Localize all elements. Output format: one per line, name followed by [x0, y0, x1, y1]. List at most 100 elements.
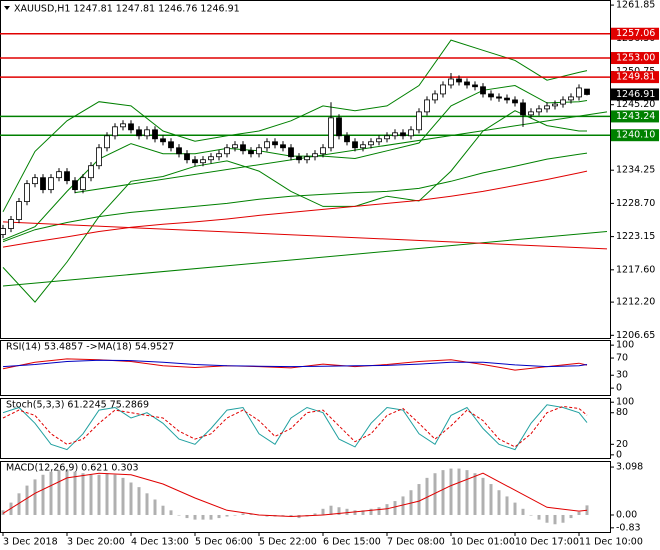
histogram-bar [337, 507, 341, 515]
candle-body [352, 141, 358, 149]
candle-body [312, 153, 318, 158]
candle-body [64, 171, 70, 182]
candle-body [512, 99, 518, 104]
candle-body [392, 132, 398, 137]
y-tick-label: 70 [616, 353, 628, 364]
histogram-bar [345, 508, 349, 515]
candle-body [120, 123, 126, 128]
candle-body [488, 93, 494, 98]
x-tick-label: 10 Dec 01:00 [451, 537, 515, 548]
candle-body [376, 138, 382, 143]
histogram-bar [185, 514, 189, 519]
histogram-bar [241, 513, 245, 515]
candle-body [360, 144, 366, 149]
histogram-bar [537, 514, 541, 520]
candle-body [496, 96, 502, 99]
candle-body [208, 156, 214, 161]
histogram-bar [313, 513, 317, 515]
candle-body [448, 78, 454, 86]
x-tick-label: 11 Dec 10:00 [579, 537, 643, 548]
y-tick-label: 100 [616, 340, 634, 351]
histogram-bar [457, 468, 461, 515]
panel-frame [0, 398, 611, 459]
candle-body [584, 88, 590, 95]
histogram-bar [201, 514, 205, 520]
candle-body [440, 84, 446, 95]
histogram-bar [441, 470, 445, 515]
histogram-bar [465, 470, 469, 515]
histogram-bar [353, 510, 357, 515]
histogram-bar [105, 473, 109, 515]
histogram-bar [65, 470, 69, 515]
histogram-bar [529, 514, 533, 516]
histogram-bar [321, 508, 325, 515]
y-tick-label: 1217.60 [616, 264, 655, 275]
candle-body [24, 183, 30, 203]
candle-body [48, 177, 54, 191]
y-tick-label: 1212.20 [616, 297, 655, 308]
y-tick-label: 1261.85 [616, 0, 655, 11]
candle-body [112, 126, 118, 137]
candle-body [560, 99, 566, 105]
indicator-line [2, 405, 588, 448]
histogram-bar [89, 474, 93, 515]
candle-body [432, 93, 438, 101]
indicator-line [74, 111, 608, 194]
indicator-line [2, 472, 588, 518]
histogram-bar [577, 511, 581, 515]
candle-body [568, 96, 574, 101]
candle-body [248, 150, 254, 155]
level-label-box [611, 27, 659, 40]
histogram-bar [193, 514, 197, 520]
candle-body [240, 144, 246, 152]
histogram-bar [81, 473, 85, 515]
indicator-line [2, 231, 608, 287]
level-label: 1240.10 [616, 130, 655, 141]
histogram-bar [361, 510, 365, 515]
histogram-bar [329, 505, 333, 515]
y-tick-label: 80 [616, 407, 628, 418]
chart-title: XAUUSD,H1 1247.81 1247.81 1246.76 1246.9… [14, 4, 240, 15]
candle-body [472, 84, 478, 88]
y-tick-label: 0.00 [616, 509, 637, 520]
y-tick-label: 1228.70 [616, 198, 655, 209]
candle-body [368, 141, 374, 146]
histogram-bar [209, 514, 213, 520]
candle-body [344, 135, 350, 143]
histogram-bar [449, 468, 453, 515]
candle-body [304, 156, 310, 161]
histogram-bar [385, 504, 389, 515]
indicator-title: Stoch(5,3,3) 61.2245 75.2869 [6, 400, 149, 411]
y-tick-label: 0 [616, 383, 622, 394]
histogram-bar [153, 499, 157, 515]
candle-body [552, 103, 558, 107]
indicator-title: RSI(14) 53.4857 ->MA(18) 54.9527 [6, 342, 174, 353]
candle-body [176, 147, 182, 155]
histogram-bar [113, 474, 117, 515]
candle-body [424, 99, 430, 113]
candle-body [384, 135, 390, 140]
candle-body [40, 177, 46, 191]
candle-body [536, 108, 542, 113]
candle-body [96, 147, 102, 167]
candle-body [128, 123, 134, 131]
histogram-bar [41, 474, 45, 515]
candle-body [192, 159, 198, 164]
menu-triangle [4, 6, 10, 10]
y-tick-label: 1245.20 [616, 99, 655, 110]
candle-body [480, 86, 486, 95]
histogram-bar [281, 514, 285, 516]
histogram-bar [17, 493, 21, 515]
candle-body [16, 201, 22, 220]
candle-body [464, 81, 470, 86]
candle-body [88, 165, 94, 179]
candle-body [216, 153, 222, 158]
y-tick-label: -0.83 [616, 522, 641, 533]
candle-body [56, 171, 62, 179]
candle-body [264, 141, 270, 149]
histogram-bar [73, 471, 77, 515]
histogram-bar [225, 514, 229, 517]
candle-body [8, 219, 14, 229]
indicator-line [2, 359, 588, 368]
y-tick-label: 3.098 [616, 462, 643, 473]
